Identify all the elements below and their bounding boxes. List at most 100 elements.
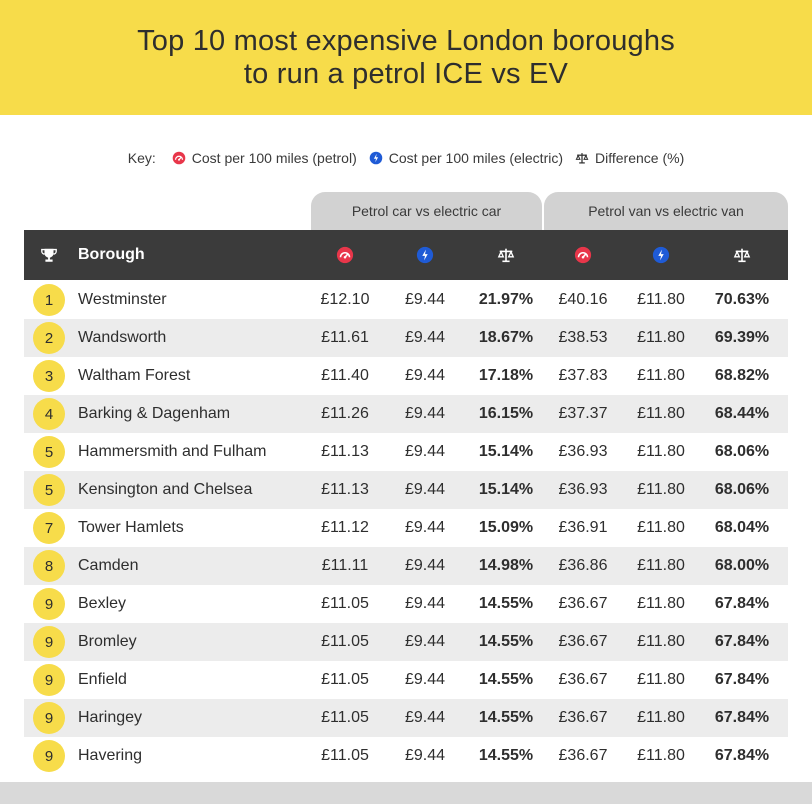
car-difference: 14.98% <box>478 557 534 574</box>
car-difference: 15.14% <box>478 481 534 498</box>
car-petrol-cost: £11.11 <box>321 557 369 574</box>
table-row: 2 Wandsworth £11.61 £9.44 18.67% £38.53 … <box>24 319 788 357</box>
borough-name: Enfield <box>78 671 127 688</box>
van-petrol-cost: £36.67 <box>558 709 608 726</box>
van-electric-cost: £11.80 <box>637 405 685 422</box>
borough-name: Camden <box>78 557 139 574</box>
borough-name: Bexley <box>78 595 127 612</box>
car-difference: 17.18% <box>478 367 534 384</box>
scales-icon <box>575 151 589 165</box>
car-petrol-cost: £11.05 <box>321 671 369 688</box>
table-row: 7 Tower Hamlets £11.12 £9.44 15.09% £36.… <box>24 509 788 547</box>
car-electric-cost: £9.44 <box>404 367 446 384</box>
table-row: 9 Havering £11.05 £9.44 14.55% £36.67 £1… <box>24 737 788 775</box>
car-difference: 14.55% <box>478 671 534 688</box>
rank-badge: 2 <box>33 322 65 354</box>
scales-icon <box>468 230 544 280</box>
car-petrol-cost: £11.05 <box>321 633 369 650</box>
car-petrol-cost: £12.10 <box>320 291 370 308</box>
group-car-tab: Petrol car vs electric car <box>311 192 542 230</box>
scales-icon <box>702 230 782 280</box>
van-difference: 68.06% <box>714 481 770 498</box>
column-group-tabs: Petrol car vs electric car Petrol van vs… <box>0 192 812 230</box>
car-difference: 21.97% <box>478 291 534 308</box>
van-difference: 67.84% <box>714 709 770 726</box>
borough-name: Waltham Forest <box>78 367 191 384</box>
rank-badge: 8 <box>33 550 65 582</box>
borough-name: Haringey <box>78 709 143 726</box>
borough-name: Westminster <box>78 291 167 308</box>
car-electric-cost: £9.44 <box>404 595 446 612</box>
van-difference: 69.39% <box>714 329 770 346</box>
page-title-line-2: to run a petrol ICE vs EV <box>243 57 569 90</box>
van-petrol-cost: £36.93 <box>558 443 608 460</box>
table-row: 8 Camden £11.11 £9.44 14.98% £36.86 £11.… <box>24 547 788 585</box>
car-petrol-cost: £11.05 <box>321 595 369 612</box>
table-row: 5 Hammersmith and Fulham £11.13 £9.44 15… <box>24 433 788 471</box>
key-petrol: Cost per 100 miles (petrol) <box>172 150 357 166</box>
ev-plug-icon <box>369 151 383 165</box>
van-electric-cost: £11.80 <box>637 633 685 650</box>
borough-name: Havering <box>78 747 143 764</box>
rank-badge: 5 <box>33 474 65 506</box>
key-electric-label: Cost per 100 miles (electric) <box>388 150 564 166</box>
car-petrol-cost: £11.13 <box>321 443 369 460</box>
key-difference-label: Difference (%) <box>595 150 685 166</box>
rank-badge: 1 <box>33 284 65 316</box>
car-petrol-cost: £11.40 <box>321 367 369 384</box>
rank-badge: 9 <box>33 740 65 772</box>
borough-name: Hammersmith and Fulham <box>78 443 267 460</box>
van-petrol-cost: £40.16 <box>558 291 608 308</box>
car-electric-cost: £9.44 <box>404 329 446 346</box>
van-electric-cost: £11.80 <box>637 291 685 308</box>
van-difference: 70.63% <box>714 291 770 308</box>
table-row: 9 Bromley £11.05 £9.44 14.55% £36.67 £11… <box>24 623 788 661</box>
rank-badge: 9 <box>33 626 65 658</box>
van-electric-cost: £11.80 <box>637 481 685 498</box>
rank-badge: 5 <box>33 436 65 468</box>
table-row: 4 Barking & Dagenham £11.26 £9.44 16.15%… <box>24 395 788 433</box>
borough-name: Bromley <box>78 633 137 650</box>
van-petrol-cost: £36.67 <box>558 595 608 612</box>
key-petrol-label: Cost per 100 miles (petrol) <box>191 150 357 166</box>
car-petrol-cost: £11.13 <box>321 481 369 498</box>
van-difference: 67.84% <box>714 671 770 688</box>
car-electric-cost: £9.44 <box>404 671 446 688</box>
table-row: 3 Waltham Forest £11.40 £9.44 17.18% £37… <box>24 357 788 395</box>
van-difference: 68.44% <box>714 405 770 422</box>
car-electric-cost: £9.44 <box>404 557 446 574</box>
car-electric-cost: £9.44 <box>404 747 446 764</box>
van-electric-cost: £11.80 <box>637 595 685 612</box>
car-petrol-cost: £11.05 <box>321 747 369 764</box>
rank-badge: 9 <box>33 588 65 620</box>
van-petrol-cost: £37.83 <box>558 367 608 384</box>
car-electric-cost: £9.44 <box>404 481 446 498</box>
key-electric: Cost per 100 miles (electric) <box>369 150 563 166</box>
van-difference: 67.84% <box>714 633 770 650</box>
rank-badge: 9 <box>33 702 65 734</box>
van-electric-cost: £11.80 <box>637 557 685 574</box>
table-row: 1 Westminster £12.10 £9.44 21.97% £40.16… <box>24 281 788 319</box>
car-difference: 14.55% <box>478 633 534 650</box>
borough-name: Kensington and Chelsea <box>78 481 253 498</box>
key-legend: Key: Cost per 100 miles (petrol) Cost pe… <box>0 148 812 168</box>
car-electric-cost: £9.44 <box>404 519 446 536</box>
car-electric-cost: £9.44 <box>404 633 446 650</box>
car-difference: 14.55% <box>478 709 534 726</box>
van-electric-cost: £11.80 <box>637 747 685 764</box>
car-electric-cost: £9.44 <box>404 405 446 422</box>
car-electric-cost: £9.44 <box>404 291 446 308</box>
car-petrol-cost: £11.05 <box>321 709 369 726</box>
van-electric-cost: £11.80 <box>637 329 685 346</box>
borough-name: Tower Hamlets <box>78 519 184 536</box>
car-electric-cost: £9.44 <box>404 709 446 726</box>
van-petrol-cost: £36.67 <box>558 747 608 764</box>
table-header: Borough <box>24 230 788 280</box>
rank-badge: 9 <box>33 664 65 696</box>
ev-plug-icon <box>626 230 696 280</box>
car-difference: 15.09% <box>478 519 534 536</box>
fuel-pump-icon <box>310 230 380 280</box>
van-petrol-cost: £36.91 <box>558 519 608 536</box>
van-difference: 67.84% <box>714 747 770 764</box>
van-difference: 68.00% <box>714 557 770 574</box>
